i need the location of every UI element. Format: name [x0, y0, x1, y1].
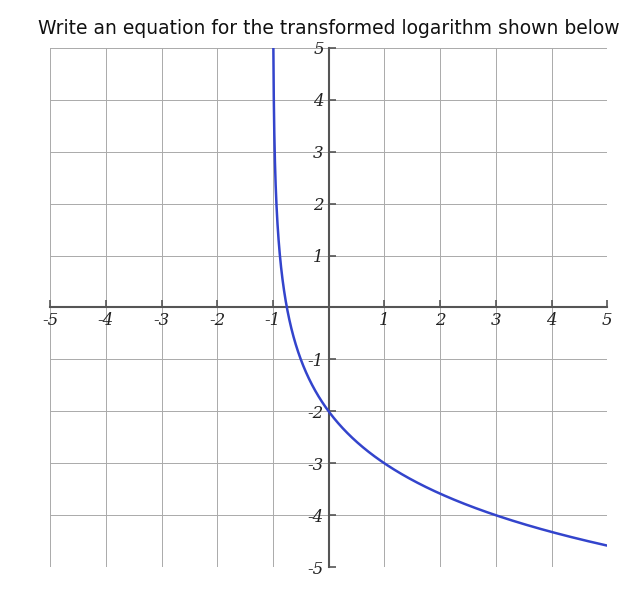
Title: Write an equation for the transformed logarithm shown below: Write an equation for the transformed lo…: [38, 19, 620, 38]
